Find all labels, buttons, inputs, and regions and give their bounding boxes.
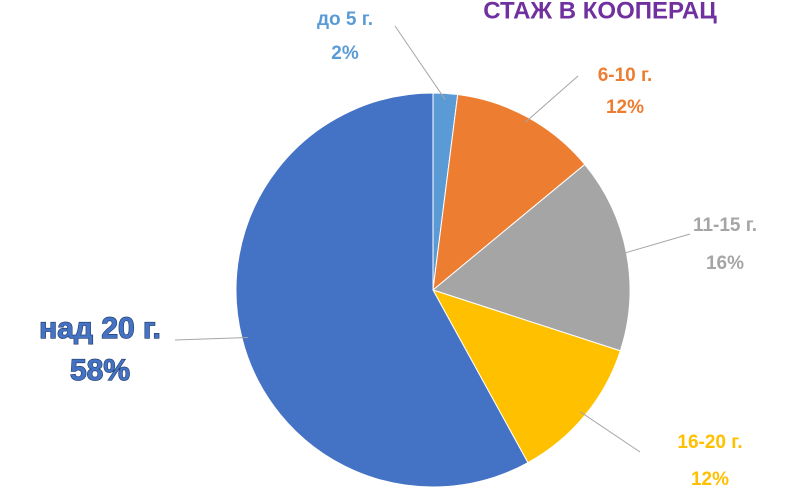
slice-label: над 20 г. [39, 312, 161, 345]
pie-slice [431, 289, 621, 464]
slice-value-label: 2% [331, 43, 359, 64]
leader-line [579, 411, 641, 453]
slice-value-label: 58% [70, 354, 130, 387]
pie-slice [235, 92, 529, 488]
slice-label: до 5 г. [317, 9, 373, 30]
slice-label: 6-10 г. [598, 65, 653, 86]
slice-value-label: 12% [691, 469, 729, 490]
chart-title: СТАЖ В КООПЕРАЦ [483, 0, 717, 24]
slice-value-label: 16% [706, 253, 744, 274]
leader-line [394, 25, 446, 100]
slice-label: 11-15 г. [693, 215, 757, 236]
slice-label: 16-20 г. [677, 432, 742, 453]
leader-line [174, 337, 248, 341]
pie-slice [431, 163, 631, 352]
leader-line [524, 75, 579, 123]
leader-line [620, 233, 691, 255]
slice-value-label: 12% [606, 97, 644, 118]
pie-slice [432, 93, 586, 292]
